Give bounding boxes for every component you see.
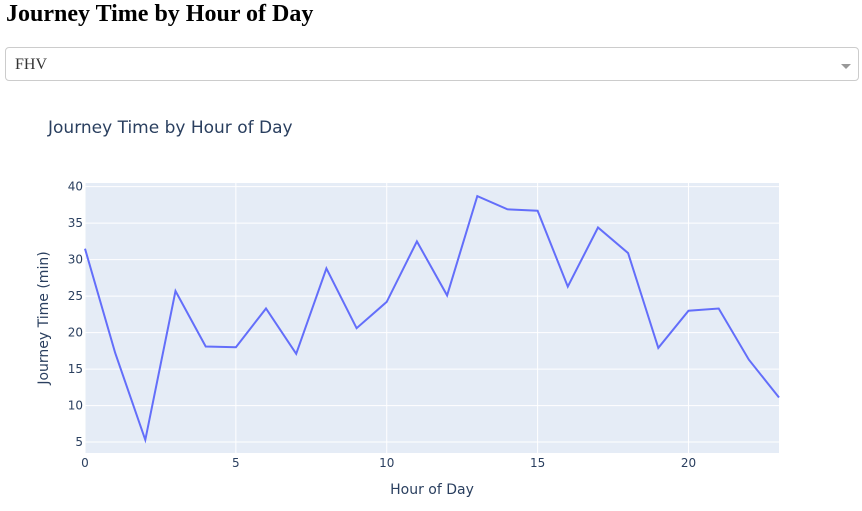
dataset-dropdown[interactable]: FHV <box>5 47 859 81</box>
x-tick-label: 0 <box>81 456 89 470</box>
x-tick-label: 20 <box>681 456 696 470</box>
x-axis-title: Hour of Day <box>390 482 474 498</box>
dropdown-selected-value: FHV <box>15 56 48 73</box>
plot-area <box>85 183 779 453</box>
y-axis-title: Journey Time (min) <box>36 251 52 385</box>
grid-lines <box>84 183 779 453</box>
y-tick-label: 10 <box>68 399 83 413</box>
y-tick-label: 40 <box>68 180 83 194</box>
page-title: Journey Time by Hour of Day <box>6 1 314 27</box>
series-line <box>84 194 780 444</box>
y-tick-label: 20 <box>68 326 83 340</box>
x-tick-label: 15 <box>530 456 545 470</box>
y-tick-label: 25 <box>68 289 83 303</box>
y-tick-label: 5 <box>75 435 83 449</box>
tick-labels: 0 5 10 15 20 5 10 15 20 25 30 35 40 <box>68 180 696 470</box>
y-tick-label: 35 <box>68 216 83 230</box>
y-tick-label: 30 <box>68 253 83 267</box>
caret-down-icon[interactable] <box>841 64 851 69</box>
x-tick-label: 10 <box>379 456 394 470</box>
x-tick-label: 5 <box>232 456 240 470</box>
y-tick-label: 15 <box>68 362 83 376</box>
chart-title: Journey Time by Hour of Day <box>47 118 293 138</box>
